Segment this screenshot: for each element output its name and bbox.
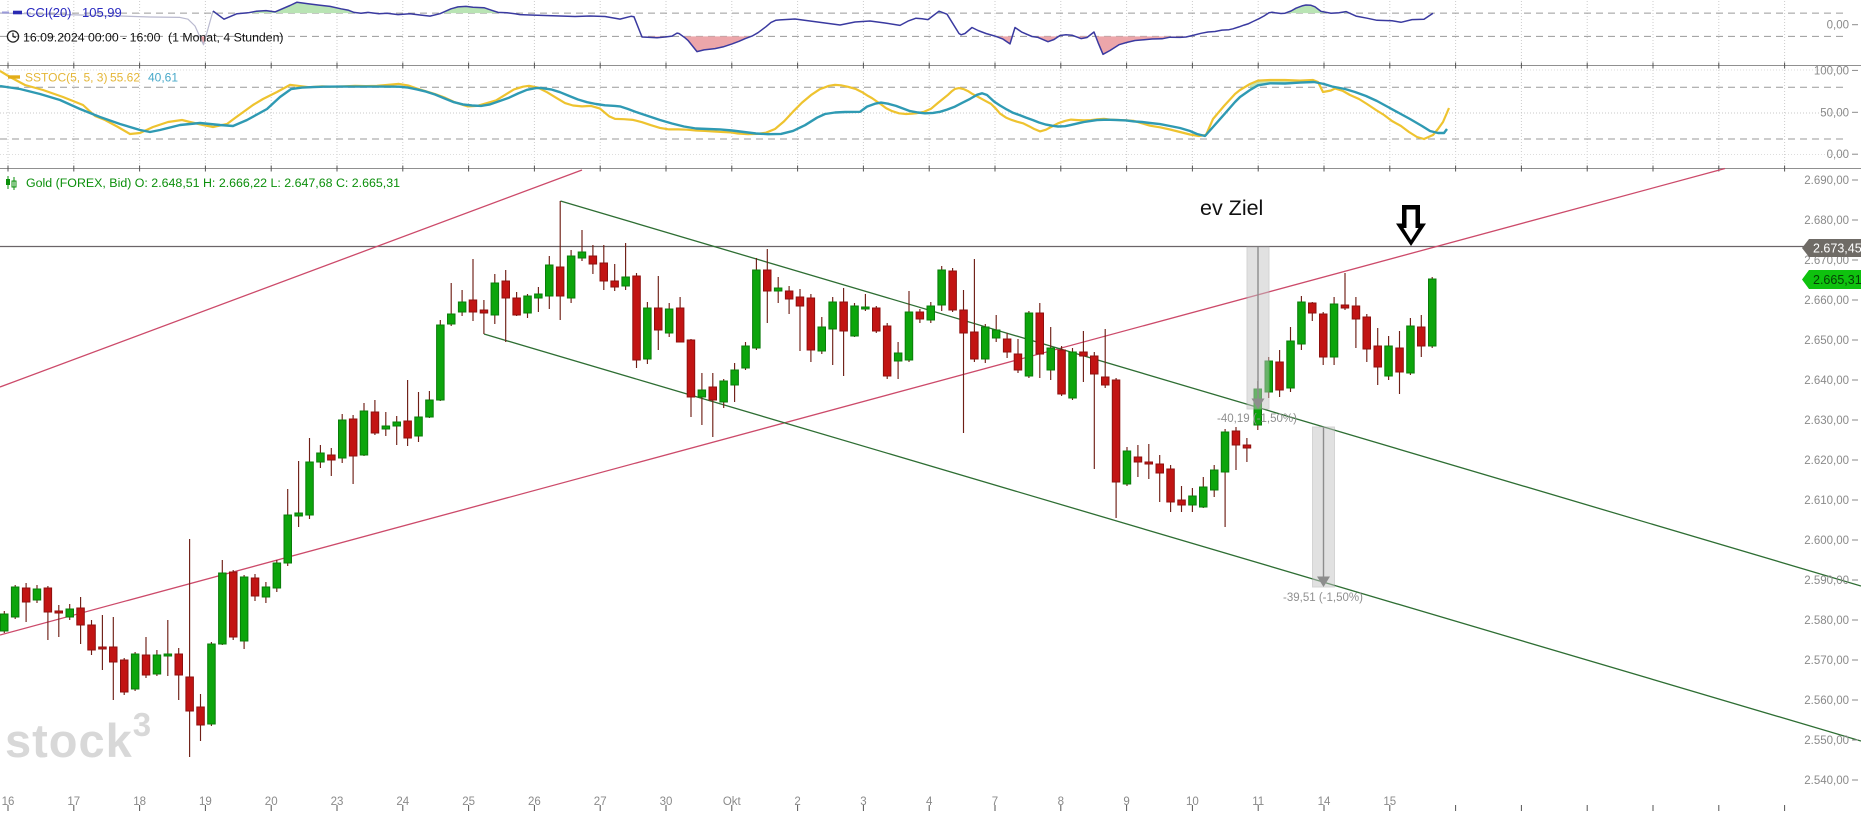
- svg-text:2.650,00: 2.650,00: [1804, 335, 1849, 347]
- svg-text:55.62: 55.62: [110, 71, 140, 85]
- svg-text:11: 11: [1252, 796, 1264, 808]
- svg-text:26: 26: [528, 796, 541, 808]
- svg-text:9: 9: [1123, 796, 1129, 808]
- svg-text:2.560,00: 2.560,00: [1804, 695, 1849, 707]
- svg-text:10: 10: [1186, 796, 1199, 808]
- svg-text:2.660,00: 2.660,00: [1804, 295, 1849, 307]
- svg-text:30: 30: [660, 796, 673, 808]
- svg-text:SSTOC(5, 5, 3): SSTOC(5, 5, 3): [25, 71, 107, 85]
- svg-text:2.680,00: 2.680,00: [1804, 215, 1849, 227]
- svg-text:2.570,00: 2.570,00: [1804, 655, 1849, 667]
- svg-text:stock3: stock3: [5, 706, 152, 767]
- svg-text:ev Ziel: ev Ziel: [1200, 196, 1263, 220]
- svg-text:3: 3: [860, 796, 866, 808]
- svg-text:(1 Monat, 4 Stunden): (1 Monat, 4 Stunden): [168, 31, 284, 45]
- svg-text:8: 8: [1058, 796, 1064, 808]
- svg-text:24: 24: [396, 796, 409, 808]
- svg-text:100,00: 100,00: [1814, 65, 1849, 77]
- svg-text:40,61: 40,61: [148, 71, 178, 85]
- svg-text:0,00: 0,00: [1827, 20, 1849, 32]
- svg-text:2.610,00: 2.610,00: [1804, 495, 1849, 507]
- svg-text:2.580,00: 2.580,00: [1804, 615, 1849, 627]
- svg-text:2.590,00: 2.590,00: [1804, 575, 1849, 587]
- svg-text:2.640,00: 2.640,00: [1804, 375, 1849, 387]
- svg-text:15: 15: [1383, 796, 1396, 808]
- svg-text:4: 4: [926, 796, 933, 808]
- svg-text:2.620,00: 2.620,00: [1804, 455, 1849, 467]
- svg-text:Gold (FOREX, Bid) O: 2.648,51: Gold (FOREX, Bid) O: 2.648,51 H: 2.666,2…: [26, 176, 400, 190]
- svg-text:50,00: 50,00: [1820, 107, 1849, 119]
- svg-text:19: 19: [199, 796, 212, 808]
- svg-text:2.673,45: 2.673,45: [1813, 242, 1861, 256]
- svg-text:16: 16: [2, 796, 15, 808]
- svg-text:0,00: 0,00: [1827, 149, 1849, 161]
- svg-text:16.09.2024 00:00 - 16:00: 16.09.2024 00:00 - 16:00: [23, 31, 161, 45]
- svg-text:2.690,00: 2.690,00: [1804, 175, 1849, 187]
- svg-text:2.550,00: 2.550,00: [1804, 735, 1849, 747]
- svg-text:2.600,00: 2.600,00: [1804, 535, 1849, 547]
- svg-text:7: 7: [992, 796, 998, 808]
- svg-text:-39,51 (-1,50%): -39,51 (-1,50%): [1283, 592, 1363, 604]
- svg-text:CCI(20): CCI(20): [26, 5, 72, 20]
- svg-text:25: 25: [462, 796, 475, 808]
- svg-text:2.630,00: 2.630,00: [1804, 415, 1849, 427]
- svg-text:18: 18: [133, 796, 146, 808]
- svg-text:17: 17: [67, 796, 80, 808]
- svg-text:20: 20: [265, 796, 278, 808]
- svg-text:14: 14: [1318, 796, 1331, 808]
- svg-text:2: 2: [794, 796, 800, 808]
- svg-text:-40,19 (-1,50%): -40,19 (-1,50%): [1217, 413, 1297, 425]
- svg-text:2.665,31: 2.665,31: [1813, 273, 1861, 287]
- svg-text:Okt: Okt: [723, 796, 742, 808]
- svg-text:105,99: 105,99: [82, 5, 122, 20]
- svg-text:23: 23: [331, 796, 344, 808]
- svg-text:27: 27: [594, 796, 607, 808]
- svg-text:2.540,00: 2.540,00: [1804, 775, 1849, 787]
